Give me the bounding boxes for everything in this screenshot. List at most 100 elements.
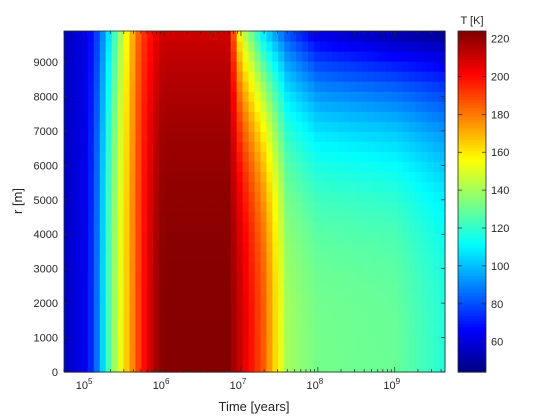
heatmap-cell bbox=[272, 351, 279, 363]
heatmap-cell bbox=[349, 331, 357, 343]
heatmap-cell bbox=[242, 321, 250, 333]
heatmap-cell bbox=[355, 121, 363, 132]
heatmap-cell bbox=[319, 171, 327, 183]
heatmap-cell bbox=[135, 271, 142, 283]
heatmap-cell bbox=[421, 101, 428, 112]
heatmap-cell bbox=[93, 121, 101, 132]
heatmap-cell bbox=[230, 231, 238, 243]
heatmap-cell bbox=[99, 261, 107, 273]
heatmap-cell bbox=[189, 81, 196, 92]
heatmap-cell bbox=[355, 261, 363, 273]
heatmap-cell bbox=[314, 121, 321, 132]
heatmap-cell bbox=[69, 81, 77, 92]
heatmap-cell bbox=[206, 261, 214, 273]
heatmap-cell bbox=[302, 221, 309, 233]
heatmap-cell bbox=[284, 181, 291, 193]
heatmap-cell bbox=[373, 141, 381, 152]
heatmap-cell bbox=[409, 231, 416, 243]
heatmap-cell bbox=[64, 361, 71, 373]
heatmap-cell bbox=[230, 101, 238, 112]
heatmap-cell bbox=[433, 111, 440, 122]
heatmap-cell bbox=[242, 311, 250, 323]
heatmap-cell bbox=[308, 281, 315, 293]
heatmap-cell bbox=[93, 131, 101, 142]
heatmap-cell bbox=[230, 281, 238, 293]
heatmap-cell bbox=[159, 161, 166, 173]
heatmap-cell bbox=[290, 61, 297, 72]
heatmap-cell bbox=[218, 201, 226, 213]
heatmap-cell bbox=[230, 121, 238, 132]
heatmap-cell bbox=[266, 51, 273, 62]
heatmap-cell bbox=[415, 301, 422, 313]
heatmap-cell bbox=[331, 191, 339, 203]
heatmap-cell bbox=[266, 321, 273, 333]
heatmap-cell bbox=[337, 31, 345, 42]
colorbar-swatch bbox=[458, 164, 486, 168]
heatmap-cell bbox=[296, 91, 303, 102]
heatmap-cell bbox=[189, 291, 196, 303]
heatmap-cell bbox=[361, 41, 369, 52]
heatmap-cell bbox=[117, 101, 125, 112]
heatmap-cell bbox=[129, 291, 137, 303]
heatmap-cell bbox=[177, 291, 184, 303]
heatmap-cell bbox=[141, 91, 148, 102]
heatmap-cell bbox=[242, 91, 250, 102]
heatmap-cell bbox=[421, 201, 428, 213]
heatmap-cell bbox=[403, 191, 410, 203]
colorbar-swatch bbox=[458, 289, 486, 294]
heatmap-cell bbox=[242, 71, 250, 82]
heatmap-cell bbox=[308, 61, 315, 72]
heatmap-cell bbox=[135, 71, 142, 82]
heatmap-cell bbox=[343, 101, 351, 112]
heatmap-cell bbox=[212, 211, 220, 223]
heatmap-cell bbox=[236, 61, 244, 72]
heatmap-cell bbox=[69, 51, 77, 62]
heatmap-cell bbox=[343, 251, 351, 263]
heatmap-cell bbox=[391, 351, 398, 363]
heatmap-cell bbox=[403, 41, 410, 52]
heatmap-cell bbox=[129, 191, 137, 203]
heatmap-cell bbox=[349, 161, 357, 173]
heatmap-cell bbox=[290, 251, 297, 263]
heatmap-cell bbox=[236, 71, 244, 82]
heatmap-cell bbox=[183, 91, 190, 102]
heatmap-cell bbox=[194, 231, 202, 243]
heatmap-cell bbox=[123, 121, 131, 132]
heatmap-cell bbox=[361, 101, 369, 112]
heatmap-cell bbox=[391, 111, 398, 122]
heatmap-cell bbox=[343, 351, 351, 363]
heatmap-cell bbox=[272, 191, 279, 203]
heatmap-cell bbox=[87, 31, 95, 42]
heatmap-cell bbox=[409, 301, 416, 313]
x-axis-label: Time [years] bbox=[218, 399, 289, 414]
colorbar-swatch bbox=[458, 96, 486, 100]
heatmap-cell bbox=[183, 131, 190, 142]
heatmap-cell bbox=[129, 341, 137, 353]
heatmap-cell bbox=[319, 331, 327, 343]
heatmap-cell bbox=[290, 341, 297, 353]
heatmap-cell bbox=[81, 161, 89, 173]
heatmap-cell bbox=[105, 111, 113, 122]
heatmap-cell bbox=[87, 161, 95, 173]
heatmap-cell bbox=[308, 301, 315, 313]
heatmap-cell bbox=[69, 41, 77, 52]
heatmap-cell bbox=[69, 141, 77, 152]
heatmap-cell bbox=[218, 301, 226, 313]
heatmap-cell bbox=[319, 341, 327, 353]
heatmap-cell bbox=[236, 121, 244, 132]
heatmap-cell bbox=[87, 221, 95, 233]
heatmap-cell bbox=[135, 61, 142, 72]
heatmap-cell bbox=[177, 61, 184, 72]
heatmap-cell bbox=[397, 121, 404, 132]
heatmap-cell bbox=[415, 181, 422, 193]
heatmap-cell bbox=[75, 201, 83, 213]
heatmap-cell bbox=[194, 41, 202, 52]
colorbar-swatch bbox=[458, 45, 486, 49]
heatmap-cell bbox=[397, 101, 404, 112]
heatmap-cell bbox=[75, 171, 83, 183]
heatmap-cell bbox=[361, 81, 369, 92]
heatmap-cell bbox=[242, 281, 250, 293]
heatmap-cell bbox=[242, 41, 250, 52]
heatmap-cell bbox=[355, 161, 363, 173]
heatmap-cell bbox=[361, 201, 369, 213]
